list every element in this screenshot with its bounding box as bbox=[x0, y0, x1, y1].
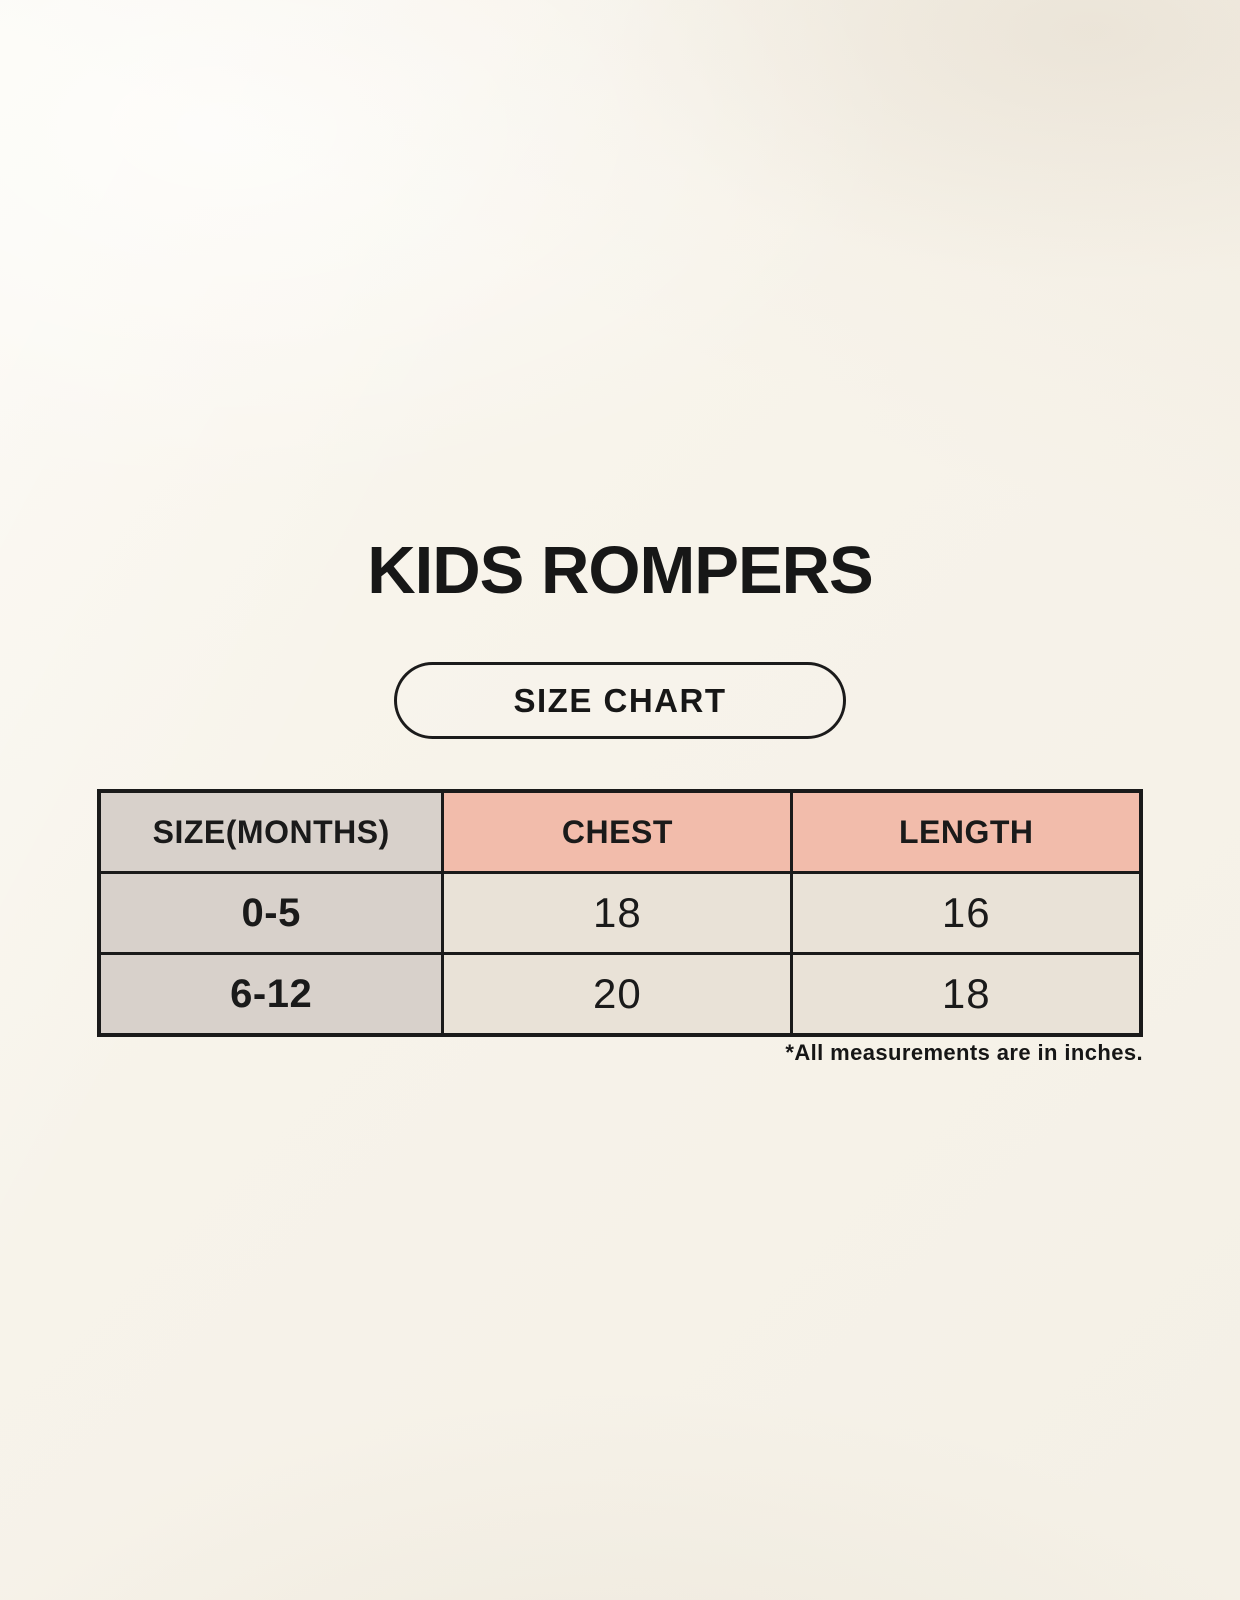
size-chart-button-label: SIZE CHART bbox=[513, 681, 727, 719]
measurements-note: *All measurements are in inches. bbox=[785, 1040, 1143, 1065]
size-cell-6-12: 6-12 bbox=[97, 952, 445, 1037]
size-table-body: 0-5 18 16 6-12 20 18 bbox=[97, 871, 1143, 1037]
column-header-chest: CHEST bbox=[441, 789, 794, 874]
page-title: KIDS ROMPERS bbox=[367, 533, 873, 608]
table-row-0-5: 0-5 18 16 bbox=[97, 871, 1143, 955]
column-header-size-months: SIZE(MONTHS) bbox=[97, 789, 445, 874]
chest-cell-6-12: 20 bbox=[441, 952, 794, 1037]
length-cell-6-12: 18 bbox=[790, 952, 1143, 1037]
size-table-header-row: SIZE(MONTHS) CHEST LENGTH bbox=[97, 789, 1143, 874]
length-cell-0-5: 16 bbox=[790, 871, 1143, 955]
column-header-length: LENGTH bbox=[790, 789, 1143, 874]
size-table: SIZE(MONTHS) CHEST LENGTH 0-5 18 16 6-12… bbox=[97, 789, 1143, 1037]
size-table-head: SIZE(MONTHS) CHEST LENGTH bbox=[97, 789, 1143, 874]
table-row-6-12: 6-12 20 18 bbox=[97, 952, 1143, 1037]
chest-cell-0-5: 18 bbox=[441, 871, 794, 955]
size-chart-button[interactable]: SIZE CHART bbox=[394, 662, 846, 739]
size-cell-0-5: 0-5 bbox=[97, 871, 445, 955]
